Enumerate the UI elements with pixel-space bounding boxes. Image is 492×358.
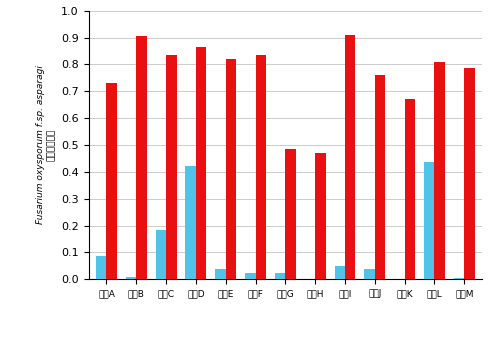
Bar: [434, 62, 445, 279]
Bar: [166, 55, 177, 279]
Y-axis label: Fusarium oxysporum f.sp. asparagi
のバンド割合: Fusarium oxysporum f.sp. asparagi のバンド割合: [36, 66, 56, 224]
Bar: [345, 35, 355, 279]
Bar: [275, 274, 285, 279]
Bar: [185, 166, 196, 279]
Bar: [215, 269, 226, 279]
Bar: [245, 272, 255, 279]
Bar: [454, 278, 464, 279]
Bar: [315, 153, 326, 279]
Bar: [375, 75, 385, 279]
Bar: [106, 83, 117, 279]
Bar: [285, 149, 296, 279]
Bar: [335, 266, 345, 279]
Bar: [155, 229, 166, 279]
Bar: [96, 256, 106, 279]
Bar: [226, 59, 236, 279]
Bar: [365, 268, 375, 279]
Bar: [136, 36, 147, 279]
Bar: [404, 100, 415, 279]
Bar: [126, 276, 136, 279]
Bar: [196, 47, 206, 279]
Bar: [424, 163, 434, 279]
Bar: [464, 68, 475, 279]
Bar: [255, 55, 266, 279]
